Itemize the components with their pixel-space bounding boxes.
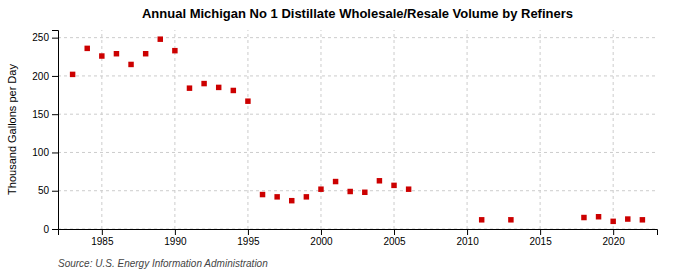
point [333,179,338,184]
grid-line [58,75,657,76]
point [84,46,89,51]
grid [58,30,657,229]
x-tick: 2020 [603,229,626,247]
point [231,88,236,93]
y-tick-mark [52,152,58,153]
point [581,215,586,220]
x-tick-mark [394,229,395,235]
x-tick-label: 2010 [456,236,479,247]
x-tick-mark [540,229,541,235]
grid-line [540,30,541,229]
grid-line [320,30,321,229]
point [260,192,265,197]
grid-line [58,152,657,153]
x-tick-label: 2005 [383,236,406,247]
grid-line [58,37,657,38]
y-tick: 250 [32,32,58,43]
point [114,51,119,56]
point [245,98,250,103]
grid-line [58,114,657,115]
grid-line [247,30,248,229]
x-tick-label: 2000 [310,236,333,247]
point [610,219,615,224]
point [304,194,309,199]
point [508,217,513,222]
y-tick-label: 150 [32,109,49,120]
grid-line [174,30,175,229]
x-tick: 1990 [164,229,187,247]
x-tick-label: 2015 [529,236,552,247]
point [625,216,630,221]
y-axis-title: Thousand Gallons per Day [6,64,18,195]
x-tick-label: 1985 [91,236,114,247]
title: Annual Michigan No 1 Distillate Wholesal… [142,6,573,21]
x-tick-label: 2020 [603,236,626,247]
point [289,198,294,203]
point [391,183,396,188]
x-tick: 2000 [310,229,333,247]
y-tick-label: 100 [32,147,49,158]
points [70,36,645,224]
chart: 1985 1990 1995 2000 2005 2010 2015 2020 0 50 100 15… [0,0,675,275]
source: Source: U.S. Energy Information Administ… [58,258,268,269]
point [347,189,352,194]
point [274,194,279,199]
y-axis: 0 50 100 150 200 250 [32,31,58,235]
point [362,190,367,195]
point [479,217,484,222]
grid-line [394,30,395,229]
y-tick: 0 [43,224,58,235]
x-tick-mark [321,229,322,235]
point [187,85,192,90]
point [99,53,104,58]
x-tick: 2015 [529,229,552,247]
point [70,72,75,77]
point [406,186,411,191]
x-tick-mark [613,229,614,235]
x-tick-label: 1995 [237,236,260,247]
x-tick: 1985 [91,229,114,247]
x-tick-label: 1990 [164,236,187,247]
y-tick: 150 [32,109,58,120]
point [143,51,148,56]
x-axis-line [59,230,658,236]
x-tick-mark [248,229,249,235]
point [216,85,221,90]
x-tick: 2005 [383,229,406,247]
y-tick-mark [52,229,58,230]
point [596,214,601,219]
y-tick: 100 [32,147,58,158]
x-tick: 1995 [237,229,260,247]
y-tick-mark [52,114,58,115]
y-tick-label: 0 [43,224,49,235]
point [377,178,382,183]
y-tick-label: 200 [32,71,49,82]
grid-line [58,190,657,191]
y-axis-line [52,31,59,230]
y-tick-mark [52,191,58,192]
point [201,81,206,86]
point [640,217,645,222]
point [172,48,177,53]
grid-line [613,30,614,229]
x-tick-mark [175,229,176,235]
y-tick-mark [52,76,58,77]
point [318,186,323,191]
x-tick: 2010 [456,229,479,247]
y-tick-mark [52,38,58,39]
y-tick: 200 [32,71,58,82]
x-tick-mark [467,229,468,235]
x-tick-mark [102,229,103,235]
point [158,36,163,41]
grid-line [467,30,468,229]
x-axis: 1985 1990 1995 2000 2005 2010 2015 2020 [59,229,658,247]
y-tick-label: 50 [38,185,50,196]
point [128,62,133,67]
y-tick: 50 [38,185,58,196]
grid-line [101,30,102,229]
y-tick-label: 250 [32,32,49,43]
